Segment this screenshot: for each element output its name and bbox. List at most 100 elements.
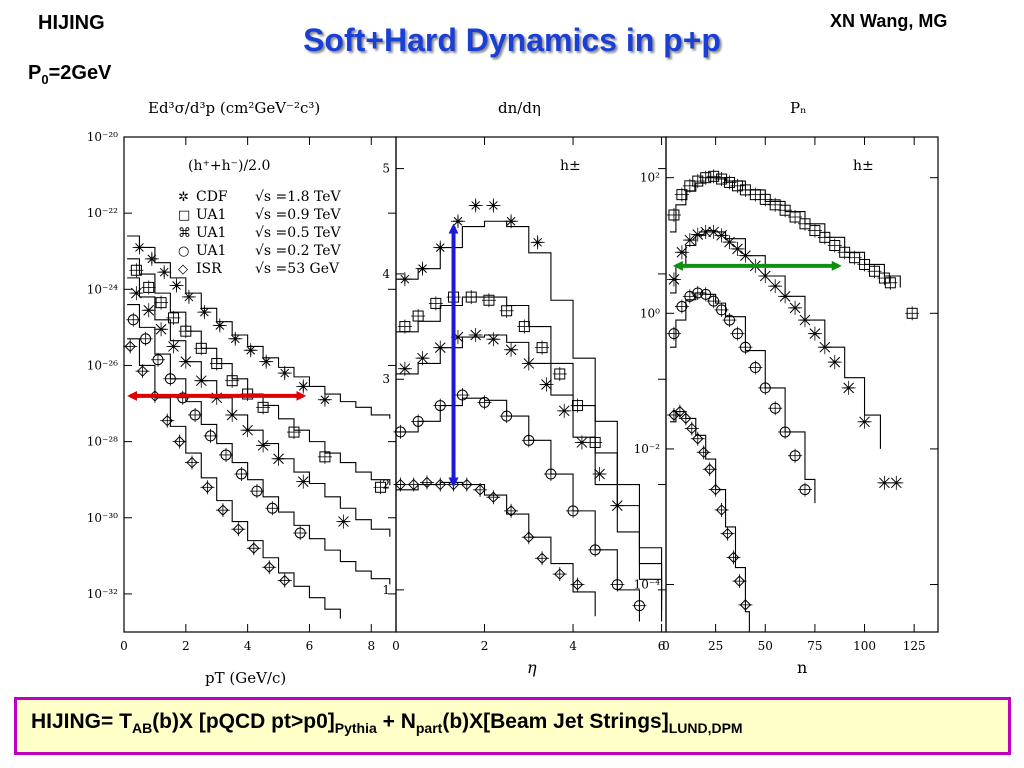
- p0-main: P: [28, 62, 42, 84]
- p0-subscript: 0: [41, 72, 49, 87]
- legend-experiment: UA1: [196, 243, 226, 259]
- y-tick-label: 10²: [640, 171, 660, 185]
- hijing-label: HIJING: [38, 12, 105, 34]
- axis-ticks: 0 2 4 6 8 10⁻²⁰ 10⁻²² 10⁻²⁴ 10⁻²⁶ 10⁻²⁸ 10⁻³⁰ 10⁻³²…: [87, 130, 938, 653]
- x-tick-label: 8: [367, 639, 375, 653]
- formula-sub-3: part: [415, 720, 443, 736]
- x-tick-label: 50: [758, 639, 773, 653]
- author-credit: XN Wang, MG: [830, 11, 948, 31]
- x-tick-label: 4: [569, 639, 577, 653]
- x-tick-label: 4: [244, 639, 252, 653]
- y-tick-label: 10⁰: [640, 306, 660, 320]
- series-diamond: [393, 475, 596, 617]
- y-tick-label: 10⁻³⁰: [87, 511, 118, 525]
- legend-experiment: ISR: [196, 261, 222, 277]
- model-curve: [396, 481, 596, 617]
- y-tick-label: 10⁻²⁰: [87, 130, 118, 144]
- p0-value: =2GeV: [48, 62, 112, 84]
- series-diamond: [666, 404, 753, 632]
- x-tick-label: 6: [658, 639, 666, 653]
- y-tick-label: 10⁻³²: [87, 587, 118, 601]
- model-curve: [127, 303, 391, 585]
- y-tick-label: 5: [382, 162, 390, 176]
- panel-3-h-label: h±: [853, 158, 874, 174]
- slide-title: Soft+Hard Dynamics in p+p: [303, 22, 721, 58]
- panel-3-frame: [665, 136, 939, 633]
- legend-symbol: ◇: [178, 262, 188, 277]
- series-square: [666, 169, 920, 321]
- legend-symbol: □: [178, 208, 190, 223]
- x-tick-label: 6: [306, 639, 314, 653]
- formula-sub-2: Pythia: [334, 720, 377, 736]
- x-tick-label: 2: [182, 639, 190, 653]
- series-cross: [396, 328, 663, 622]
- series-cross: [666, 224, 904, 490]
- series-star: [127, 235, 391, 419]
- panel-1-legend: (h⁺+h⁻)/2.0 ✲ CDF √s =1.8 TeV □ UA1 √s =0.9 T…: [178, 158, 342, 277]
- series-square: [396, 290, 663, 611]
- y-tick-label: 2: [382, 478, 390, 492]
- model-curve: [127, 258, 391, 486]
- legend-energy: √s =0.2 TeV: [255, 243, 342, 259]
- model-curve: [396, 334, 663, 622]
- legend-symbol: ○: [178, 244, 189, 259]
- model-curve: [127, 235, 391, 419]
- y-tick-label: 3: [382, 372, 390, 386]
- y-tick-label: 10⁻⁴: [634, 578, 661, 592]
- model-curve: [669, 230, 881, 449]
- legend-energy: √s =53 GeV: [255, 261, 340, 277]
- formula-part-4: (b)X[Beam Jet Strings]: [442, 710, 669, 733]
- legend-symbol: ⌘: [178, 226, 191, 241]
- hijing-formula-box: HIJING= TAB(b)X [pQCD pt>p0]Pythia + Npa…: [14, 697, 1011, 755]
- x-tick-label: 0: [120, 639, 128, 653]
- x-tick-label: 125: [903, 639, 926, 653]
- y-tick-label: 10⁻²⁴: [87, 282, 118, 296]
- series-circle: [126, 303, 391, 585]
- panel-2-xlabel: η: [527, 658, 537, 677]
- x-tick-label: 25: [708, 639, 723, 653]
- legend-energy: √s =1.8 TeV: [255, 189, 342, 205]
- panel-3-title: Pₙ: [790, 99, 807, 117]
- y-tick-label: 10⁻²⁸: [87, 435, 118, 449]
- x-tick-label: 0: [392, 639, 400, 653]
- panel-3-xlabel: n: [797, 658, 807, 677]
- x-tick-label: 2: [481, 639, 489, 653]
- panel-2-h-label: h±: [560, 158, 581, 174]
- series-square: [127, 258, 391, 495]
- panel-1-xlabel: pT (GeV/c): [205, 669, 286, 687]
- y-tick-label: 1: [382, 583, 390, 597]
- legend-energy: √s =0.5 TeV: [255, 225, 342, 241]
- model-curve: [127, 277, 391, 537]
- legend-energy: √s =0.9 TeV: [255, 207, 342, 223]
- formula-sub-4: LUND,DPM: [668, 720, 743, 736]
- y-tick-label: 10⁻²: [634, 442, 661, 456]
- annotation-arrows: [127, 223, 842, 488]
- formula-part-3: + N: [376, 710, 416, 733]
- model-curve: [396, 397, 640, 622]
- legend-experiment: CDF: [196, 189, 228, 205]
- y-tick-label: 10⁻²⁶: [87, 358, 118, 372]
- legend-header: (h⁺+h⁻)/2.0: [188, 158, 270, 174]
- series-circle: [666, 285, 816, 504]
- legend-experiment: UA1: [196, 225, 226, 241]
- x-tick-label: 75: [807, 639, 822, 653]
- x-tick-label: 100: [853, 639, 876, 653]
- legend-symbol: ✲: [178, 190, 189, 205]
- formula-part-2: (b)X [pQCD pt>p0]: [152, 710, 335, 733]
- model-curve: [669, 411, 750, 632]
- formula-sub-1: AB: [131, 720, 153, 736]
- p0-parameter-label: P0=2GeV: [28, 62, 111, 87]
- model-curve: [669, 292, 816, 504]
- y-tick-label: 4: [382, 267, 390, 281]
- hijing-formula: HIJING= TAB(b)X [pQCD pt>p0]Pythia + Npa…: [31, 710, 743, 736]
- series-cross: [127, 277, 391, 537]
- formula-part-1: HIJING= T: [31, 710, 132, 733]
- legend-experiment: UA1: [196, 207, 226, 223]
- y-tick-label: 10⁻²²: [87, 206, 118, 220]
- panel-2-frame: [395, 136, 667, 633]
- panel-1-title: Ed³σ/d³p (cm²GeV⁻²c³): [148, 99, 320, 117]
- x-tick-label: 0: [662, 639, 670, 653]
- panel-2-title: dn/dη: [498, 99, 541, 117]
- hijing-comparison-figure: Ed³σ/d³p (cm²GeV⁻²c³) dn/dη Pₙ 0 2 4 6 8 10⁻²…: [87, 99, 939, 687]
- data-series: [123, 169, 920, 632]
